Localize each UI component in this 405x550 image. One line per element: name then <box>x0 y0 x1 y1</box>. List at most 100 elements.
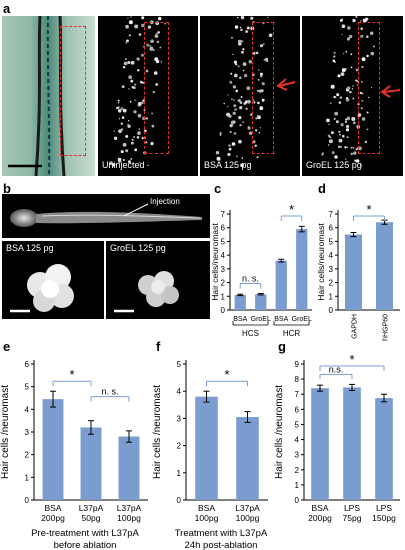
speckle-dot <box>337 74 341 78</box>
speckle-dot <box>146 43 150 47</box>
speckle-dot <box>120 150 124 154</box>
speckle-dot <box>241 157 244 159</box>
speckle-dot <box>349 90 352 94</box>
speckle-dot <box>261 98 265 102</box>
speckle-dot <box>339 96 343 99</box>
speckle-dot <box>242 62 247 66</box>
speckle-dot <box>130 60 135 65</box>
speckle-dot <box>248 59 253 64</box>
speckle-dot <box>138 128 140 130</box>
speckle-dot <box>360 27 363 30</box>
panel-letter-d: d <box>318 181 326 196</box>
speckle-dot <box>362 18 367 23</box>
speckle-dot <box>125 149 129 153</box>
speckle-dot <box>237 16 239 19</box>
x-tick-label: GroEL <box>251 316 271 323</box>
y-tick-label: 0 <box>25 496 30 505</box>
speckle-dot <box>334 61 336 63</box>
speckle-dot <box>338 101 342 104</box>
speckle-dot <box>118 118 121 120</box>
y-tick-label: 3 <box>221 265 226 274</box>
speckle-dot <box>145 69 149 73</box>
speckle-dot <box>346 124 350 129</box>
speckle-dot <box>127 17 129 19</box>
speckle-dot <box>241 40 244 43</box>
speckle-dot <box>109 161 113 166</box>
speckle-dot <box>149 45 152 47</box>
y-tick-label: 5 <box>329 237 334 246</box>
speckle-dot <box>151 124 155 128</box>
speckle-dot <box>243 73 248 78</box>
y-tick-label: 2 <box>25 451 30 460</box>
y-axis-label: Hair cells /neuromast <box>274 385 285 479</box>
speckle-dot <box>333 117 336 120</box>
speckle-dot <box>138 101 142 106</box>
fluorescence-dots <box>321 16 375 167</box>
speckle-dot <box>255 129 258 132</box>
speckle-dot <box>333 55 336 58</box>
speckle-dot <box>233 99 235 101</box>
speckle-dot <box>350 152 353 156</box>
speckle-dot <box>338 145 341 149</box>
chart-caption: before ablation <box>54 540 117 550</box>
speckle-dot <box>134 148 138 152</box>
bar <box>118 436 140 500</box>
speckle-dot <box>332 59 336 63</box>
speckle-dot <box>268 33 273 38</box>
speckle-dot <box>230 72 233 75</box>
speckle-dot <box>227 94 229 96</box>
y-tick-label: 6 <box>221 224 226 233</box>
speckle-dot <box>353 151 357 155</box>
speckle-dot <box>242 69 245 72</box>
speckle-dot <box>130 79 134 83</box>
speckle-dot <box>356 84 358 86</box>
speckle-dot <box>370 31 374 35</box>
y-axis-label: Hair cells/neuromast <box>316 223 326 301</box>
y-tick-label: 0 <box>221 306 226 315</box>
speckle-dot <box>159 46 162 49</box>
bar <box>375 398 393 500</box>
brightfield-image <box>2 16 95 176</box>
speckle-dot <box>256 89 259 92</box>
roi-box <box>252 22 274 154</box>
speckle-dot <box>344 121 347 123</box>
speckle-dot <box>355 16 358 18</box>
speckle-dot <box>262 43 265 45</box>
speckle-dot <box>130 157 133 160</box>
arrow-icon <box>276 78 296 91</box>
cells-label: BSA 125 pg <box>6 243 54 253</box>
speckle-dot <box>339 133 341 136</box>
speckle-dot <box>235 89 238 93</box>
x-tick-label: 50pg <box>82 513 101 523</box>
arrow-icon <box>380 85 401 98</box>
speckle-dot <box>346 116 351 121</box>
speckle-dot <box>366 111 369 114</box>
speckle-dot <box>117 102 120 104</box>
significance-label: n.s. <box>329 364 344 374</box>
speckle-dot <box>137 131 141 135</box>
speckle-dot <box>156 40 160 44</box>
speckle-dot <box>233 104 237 108</box>
speckle-dot <box>239 26 242 29</box>
speckle-dot <box>141 16 145 20</box>
speckle-dot <box>229 130 232 134</box>
speckle-dot <box>322 152 324 155</box>
image-label: BSA 125 pg <box>204 160 252 170</box>
fluorescence-dots <box>109 16 166 167</box>
speckle-dot <box>250 113 253 116</box>
speckle-dot <box>226 112 231 117</box>
speckle-dot <box>356 80 359 83</box>
speckle-dot <box>353 147 355 149</box>
speckle-dot <box>219 134 222 136</box>
y-tick-label: 4 <box>221 251 226 260</box>
speckle-dot <box>154 34 159 38</box>
speckle-dot <box>223 102 225 105</box>
speckle-dot <box>326 118 330 123</box>
speckle-dot <box>351 117 356 121</box>
speckle-dot <box>128 34 131 37</box>
speckle-dot <box>261 82 265 86</box>
speckle-dot <box>137 69 140 72</box>
speckle-dot <box>121 116 125 119</box>
y-axis-label: Hair cells/neuromast <box>210 223 220 301</box>
speckle-dot <box>330 84 335 89</box>
